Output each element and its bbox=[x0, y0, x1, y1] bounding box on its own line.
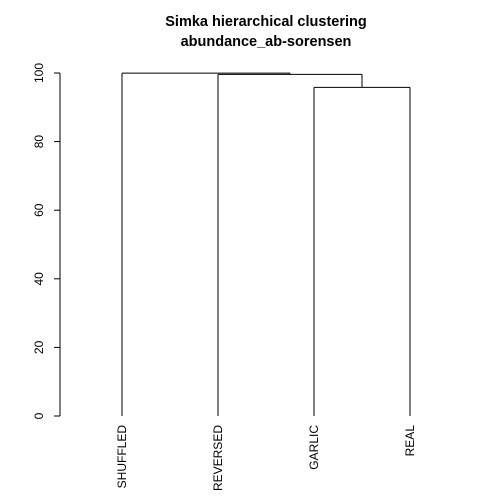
leaf-label-garlic: GARLIC bbox=[307, 425, 321, 470]
y-tick-label: 20 bbox=[32, 340, 46, 354]
leaf-label-shuffled: SHUFFLED bbox=[115, 425, 129, 489]
y-tick-label: 40 bbox=[32, 272, 46, 286]
dendrogram-tree bbox=[121, 72, 411, 416]
chart-subtitle: abundance_ab-sorensen bbox=[181, 34, 352, 50]
y-tick-label: 0 bbox=[32, 412, 46, 419]
leaf-label-reversed: REVERSED bbox=[211, 425, 225, 491]
y-tick-label: 60 bbox=[32, 203, 46, 217]
y-tick-label: 100 bbox=[32, 63, 46, 83]
chart-title: Simka hierarchical clustering bbox=[165, 14, 366, 30]
merge-2 bbox=[217, 73, 363, 416]
leaf-label-real: REAL bbox=[403, 425, 417, 457]
leaf-labels: SHUFFLED REVERSED GARLIC REAL bbox=[115, 425, 417, 491]
y-axis: 0 20 40 60 80 100 bbox=[32, 63, 61, 419]
merge-1 bbox=[313, 86, 411, 416]
y-tick-label: 80 bbox=[32, 135, 46, 149]
merge-3 bbox=[121, 72, 291, 416]
